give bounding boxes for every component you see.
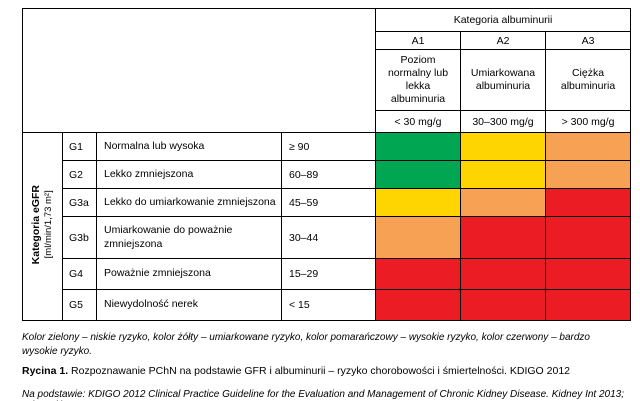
- egfr-axis-label: Kategoria eGFR [ml/min/1,73 m²]: [22, 132, 63, 321]
- gfr-code-g3a: G3a: [62, 188, 97, 217]
- albuminuria-code-a1: A1: [375, 31, 461, 50]
- albuminuria-label-a3: Ciężka albuminuria: [544, 49, 632, 111]
- risk-cell-g3b-a2: [460, 216, 546, 259]
- figure-caption: Rycina 1. Rozpoznawanie PChN na podstawi…: [22, 365, 628, 379]
- albuminuria-code-a2: A2: [460, 31, 546, 50]
- gfr-label-g3b: Umiarkowanie do poważnie zmniejszona: [96, 216, 282, 259]
- table-row-g2: G2 Lekko zmniejszona 60–89: [23, 160, 632, 189]
- table-row-g5: G5 Niewydolność nerek < 15: [23, 289, 632, 321]
- albuminuria-code-a3: A3: [544, 31, 632, 50]
- risk-cell-g5-a1: [375, 289, 461, 321]
- albuminuria-range-a3: > 300 mg/g: [544, 110, 632, 133]
- blank-corner: [22, 8, 376, 133]
- gfr-label-g1: Normalna lub wysoka: [96, 132, 282, 161]
- figure-caption-label: Rycina 1.: [22, 365, 69, 377]
- gfr-range-g4: 15–29: [281, 258, 376, 290]
- gfr-code-g5: G5: [62, 289, 97, 321]
- gfr-range-g2: 60–89: [281, 160, 376, 189]
- risk-cell-g2-a1: [375, 160, 461, 189]
- gfr-range-g3b: 30–44: [281, 216, 376, 259]
- albuminuria-labels-row: Poziom normalny lub lekka albuminuria Um…: [23, 49, 632, 111]
- gfr-code-g2: G2: [62, 160, 97, 189]
- albuminuria-label-a2: Umiarkowana albuminuria: [460, 49, 546, 111]
- albuminuria-range-a1: < 30 mg/g: [375, 110, 461, 133]
- gfr-label-g4: Poważnie zmniejszona: [96, 258, 282, 290]
- risk-cell-g1-a2: [460, 132, 546, 161]
- risk-cell-g5-a3: [544, 289, 632, 321]
- gfr-code-g4: G4: [62, 258, 97, 290]
- albuminuria-header-row: Kategoria albuminurii: [22, 8, 632, 133]
- albuminuria-range-a2: 30–300 mg/g: [460, 110, 546, 133]
- egfr-axis-unit: [ml/min/1,73 m²]: [43, 190, 55, 260]
- table-row-g4: G4 Poważnie zmniejszona 15–29: [23, 258, 632, 290]
- figure-caption-text: Rozpoznawanie PChN na podstawie GFR i al…: [68, 365, 570, 377]
- color-legend: Kolor zielony – niskie ryzyko, kolor żół…: [22, 332, 590, 357]
- table-row-g3a: G3a Lekko do umiarkowanie zmniejszona 45…: [23, 188, 632, 217]
- risk-cell-g1-a1: [375, 132, 461, 161]
- gfr-label-g2: Lekko zmniejszona: [96, 160, 282, 189]
- gfr-label-g5: Niewydolność nerek: [96, 289, 282, 321]
- figure-source: Na podstawie: KDIGO 2012 Clinical Practi…: [22, 388, 625, 401]
- risk-cell-g5-a2: [460, 289, 546, 321]
- risk-cell-g4-a2: [460, 258, 546, 290]
- egfr-axis-title: Kategoria eGFR: [30, 185, 42, 265]
- risk-cell-g3a-a2: [460, 188, 546, 217]
- risk-cell-g1-a3: [544, 132, 632, 161]
- risk-cell-g4-a1: [375, 258, 461, 290]
- risk-cell-g2-a3: [544, 160, 632, 189]
- figure-footer: Kolor zielony – niskie ryzyko, kolor żół…: [22, 331, 628, 401]
- kdigo-risk-table: Kategoria albuminurii A1 A2 A3 Poziom no…: [22, 8, 632, 321]
- albuminuria-title: Kategoria albuminurii: [374, 8, 632, 32]
- risk-cell-g2-a2: [460, 160, 546, 189]
- risk-cell-g4-a3: [544, 258, 632, 290]
- risk-cell-g3a-a3: [544, 188, 632, 217]
- gfr-code-g3b: G3b: [62, 216, 97, 259]
- gfr-range-g1: ≥ 90: [281, 132, 376, 161]
- gfr-code-g1: G1: [62, 132, 97, 161]
- risk-cell-g3a-a1: [375, 188, 461, 217]
- risk-cell-g3b-a1: [375, 216, 461, 259]
- gfr-range-g3a: 45–59: [281, 188, 376, 217]
- risk-cell-g3b-a3: [544, 216, 632, 259]
- albuminuria-label-a1: Poziom normalny lub lekka albuminuria: [375, 49, 461, 111]
- gfr-label-g3a: Lekko do umiarkowanie zmniejszona: [96, 188, 282, 217]
- table-row-g1: Kategoria eGFR [ml/min/1,73 m²] G1 Norma…: [22, 132, 632, 321]
- table-row-g3b: G3b Umiarkowanie do poważnie zmniejszona…: [23, 216, 632, 259]
- gfr-range-g5: < 15: [281, 289, 376, 321]
